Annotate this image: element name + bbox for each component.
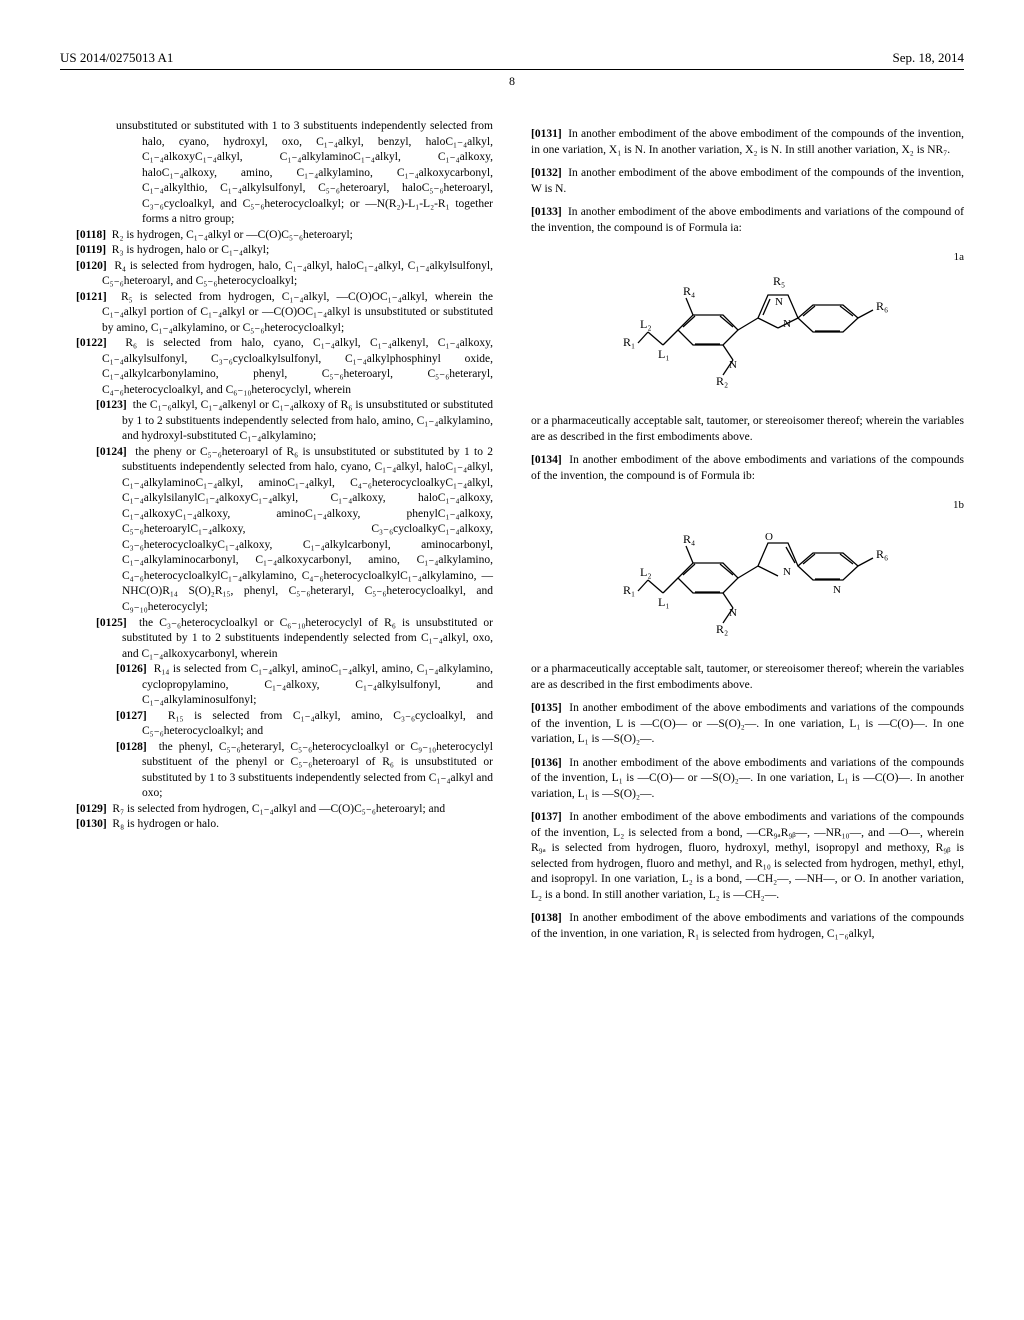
para-0123-text: the C₁₋₆alkyl, C₁₋₄alkenyl or C₁₋₄alkoxy… — [122, 399, 493, 442]
right-column: [0131] In another embodiment of the abov… — [531, 119, 964, 950]
svg-text:N: N — [729, 359, 737, 371]
para-0134-text: In another embodiment of the above embod… — [531, 454, 964, 482]
svg-text:L₁: L₁ — [658, 347, 670, 361]
svg-text:N: N — [833, 584, 841, 596]
formula-1b: 1b R₄ O N N R₆ N R₂ L₁ L₂ R₁ — [531, 498, 964, 648]
para-0136: [0136] In another embodiment of the abov… — [531, 756, 964, 803]
svg-text:N: N — [775, 296, 783, 308]
para-0124-text: the pheny or C₅₋₆heteroaryl of R₆ is uns… — [122, 446, 493, 613]
para-0119: [0119] R₃ is hydrogen, halo or C₁₋₄alkyl… — [76, 243, 493, 259]
para-0137-text: In another embodiment of the above embod… — [531, 811, 964, 901]
para-0126-text: R₁₄ is selected from C₁₋₄alkyl, aminoC₁₋… — [142, 663, 493, 706]
svg-text:R₄: R₄ — [683, 532, 695, 546]
left-column: unsubstituted or substituted with 1 to 3… — [60, 119, 493, 950]
fig2-after: or a pharmaceutically acceptable salt, t… — [531, 662, 964, 693]
para-0132-text: In another embodiment of the above embod… — [531, 167, 964, 195]
formula-1a-label: 1a — [954, 250, 964, 265]
svg-text:R₂: R₂ — [716, 622, 728, 636]
date: Sep. 18, 2014 — [893, 50, 965, 66]
para-0130-text: R₈ is hydrogen or halo. — [112, 818, 219, 830]
para-0118-text: R₂ is hydrogen, C₁₋₄alkyl or —C(O)C₅₋₆he… — [112, 229, 353, 241]
para-0125-text: the C₃₋₆heterocycloalkyl or C₆₋₁₀heteroc… — [122, 617, 493, 660]
svg-text:L₁: L₁ — [658, 595, 670, 609]
para-0122: [0122] R₆ is selected from halo, cyano, … — [76, 336, 493, 398]
para-0123: [0123] the C₁₋₆alkyl, C₁₋₄alkenyl or C₁₋… — [96, 398, 493, 445]
svg-text:N: N — [783, 318, 791, 330]
svg-text:N: N — [729, 607, 737, 619]
svg-text:R₁: R₁ — [623, 335, 635, 349]
para-0131: [0131] In another embodiment of the abov… — [531, 127, 964, 158]
pub-number: US 2014/0275013 A1 — [60, 50, 173, 66]
para-0126: [0126] R₁₄ is selected from C₁₋₄alkyl, a… — [116, 662, 493, 709]
para-0138: [0138] In another embodiment of the abov… — [531, 911, 964, 942]
para-0127: [0127] R₁₅ is selected from C₁₋₄alkyl, a… — [116, 709, 493, 740]
para-0121: [0121] R₅ is selected from hydrogen, C₁₋… — [76, 290, 493, 337]
para-0128-text: the phenyl, C₅₋₆heteraryl, C₅₋₆heterocyc… — [142, 741, 493, 800]
formula-1a: 1a R₄ R₅ N N R₆ N R₂ L₁ L₂ R₁ — [531, 250, 964, 400]
header: US 2014/0275013 A1 Sep. 18, 2014 — [60, 50, 964, 70]
body-columns: unsubstituted or substituted with 1 to 3… — [60, 119, 964, 950]
para-0132: [0132] In another embodiment of the abov… — [531, 166, 964, 197]
svg-text:R₂: R₂ — [716, 374, 728, 388]
para-0133: [0133] In another embodiment of the abov… — [531, 205, 964, 236]
para-0119-text: R₃ is hydrogen, halo or C₁₋₄alkyl; — [112, 244, 269, 256]
para-0125: [0125] the C₃₋₆heterocycloalkyl or C₆₋₁₀… — [96, 616, 493, 663]
svg-text:O: O — [765, 531, 773, 543]
para-0131-text: In another embodiment of the above embod… — [531, 128, 964, 156]
para-intro: unsubstituted or substituted with 1 to 3… — [116, 119, 493, 228]
para-0128: [0128] the phenyl, C₅₋₆heteraryl, C₅₋₆he… — [116, 740, 493, 802]
para-0130: [0130] R₈ is hydrogen or halo. — [76, 817, 493, 833]
para-0136-text: In another embodiment of the above embod… — [531, 757, 964, 800]
para-0124: [0124] the pheny or C₅₋₆heteroaryl of R₆… — [96, 445, 493, 616]
para-0129: [0129] R₇ is selected from hydrogen, C₁₋… — [76, 802, 493, 818]
para-0129-text: R₇ is selected from hydrogen, C₁₋₄alkyl … — [112, 803, 445, 815]
para-0122-text: R₆ is selected from halo, cyano, C₁₋₄alk… — [102, 337, 493, 396]
svg-text:R₅: R₅ — [773, 274, 785, 288]
formula-1b-label: 1b — [953, 498, 964, 513]
para-0138-text: In another embodiment of the above embod… — [531, 912, 964, 940]
svg-text:L₂: L₂ — [640, 317, 652, 331]
fig1-after: or a pharmaceutically acceptable salt, t… — [531, 414, 964, 445]
para-0120: [0120] R₄ is selected from hydrogen, hal… — [76, 259, 493, 290]
page-number: 8 — [60, 74, 964, 89]
para-0134: [0134] In another embodiment of the abov… — [531, 453, 964, 484]
para-0121-text: R₅ is selected from hydrogen, C₁₋₄alkyl,… — [102, 291, 493, 334]
svg-text:N: N — [783, 566, 791, 578]
para-0118: [0118] R₂ is hydrogen, C₁₋₄alkyl or —C(O… — [76, 228, 493, 244]
para-0133-text: In another embodiment of the above embod… — [531, 206, 964, 234]
formula-1b-svg: R₄ O N N R₆ N R₂ L₁ L₂ R₁ — [608, 498, 888, 648]
svg-text:L₂: L₂ — [640, 565, 652, 579]
svg-text:R₁: R₁ — [623, 583, 635, 597]
para-0135-text: In another embodiment of the above embod… — [531, 702, 964, 745]
formula-1a-svg: R₄ R₅ N N R₆ N R₂ L₁ L₂ R₁ — [608, 250, 888, 400]
para-0127-text: R₁₅ is selected from C₁₋₄alkyl, amino, C… — [142, 710, 493, 738]
svg-text:R₆: R₆ — [876, 299, 888, 313]
para-0135: [0135] In another embodiment of the abov… — [531, 701, 964, 748]
svg-text:R₆: R₆ — [876, 547, 888, 561]
para-0137: [0137] In another embodiment of the abov… — [531, 810, 964, 903]
svg-text:R₄: R₄ — [683, 284, 695, 298]
para-0120-text: R₄ is selected from hydrogen, halo, C₁₋₄… — [102, 260, 493, 288]
